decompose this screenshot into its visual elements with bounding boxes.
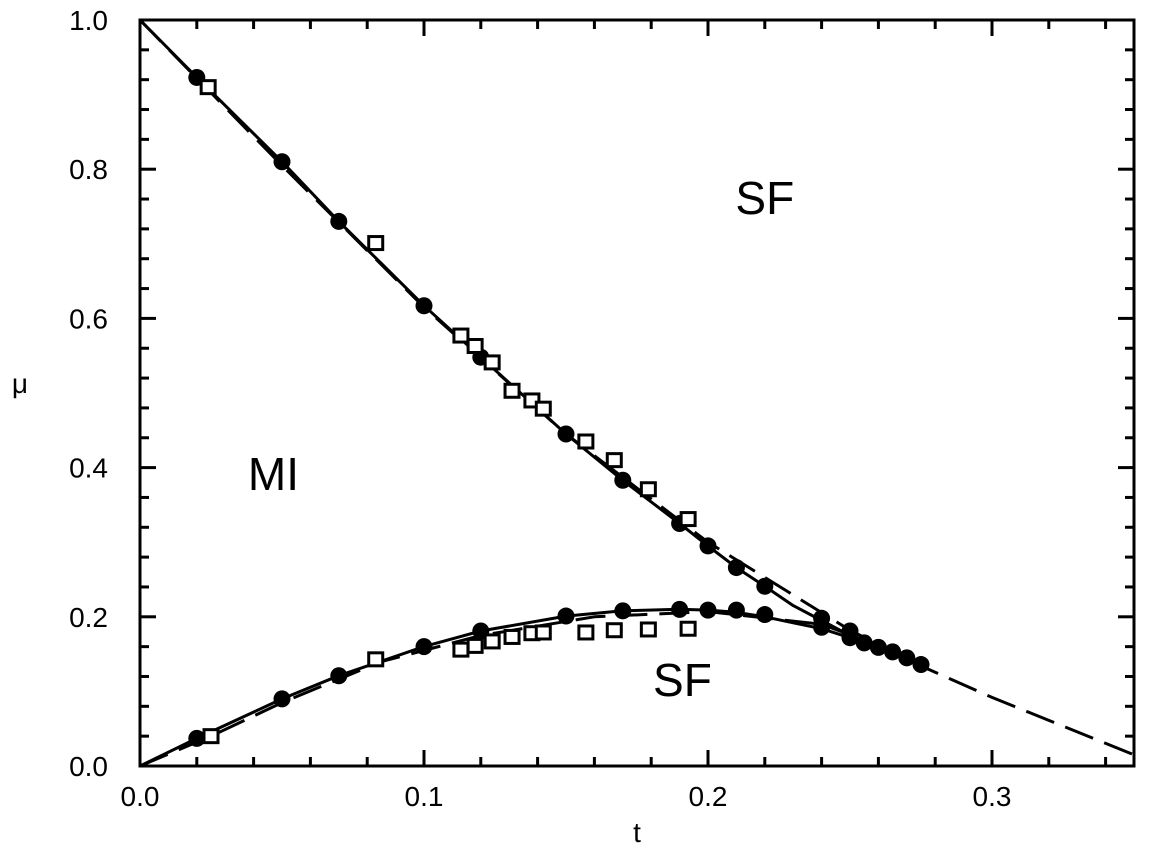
y-axis-title: μ: [12, 368, 28, 399]
open-square-point: [367, 651, 385, 668]
filled-circle-point: [756, 577, 774, 595]
open-square-point: [199, 79, 217, 96]
x-axis-title: t: [633, 817, 641, 848]
filled-circle-point: [188, 729, 206, 747]
open-square-point: [639, 481, 657, 498]
filled-circle-point: [614, 471, 632, 489]
filled-circle-point: [841, 629, 859, 647]
solid-curve-0: [138, 18, 922, 666]
filled-circle-point: [884, 643, 902, 661]
x-tick-label: 0.3: [973, 781, 1012, 812]
filled-circle-point: [557, 607, 575, 625]
region-label-sf: SF: [653, 654, 712, 706]
y-tick-label: 0.0: [69, 751, 108, 782]
filled-circle-point: [415, 638, 433, 656]
open-square-point: [452, 327, 470, 344]
open-square-point: [452, 641, 470, 658]
filled-circle-point: [912, 656, 930, 674]
filled-circle-point: [330, 667, 348, 685]
plot-frame: [138, 18, 1136, 768]
y-tick-label: 0.6: [69, 303, 108, 334]
filled-circle-point: [699, 601, 717, 619]
filled-circle-point: [756, 606, 774, 624]
filled-circle-point: [273, 690, 291, 708]
y-tick-label: 0.4: [69, 453, 108, 484]
open-square-point: [679, 620, 697, 637]
x-tick-label: 0.2: [689, 781, 728, 812]
filled-circle-point: [727, 559, 745, 577]
open-square-point: [483, 633, 501, 650]
open-square-point: [639, 621, 657, 638]
y-tick-label: 0.8: [69, 154, 108, 185]
y-tick-label: 0.2: [69, 602, 108, 633]
filled-circle-point: [614, 602, 632, 620]
open-square-point: [679, 511, 697, 528]
open-square-point: [534, 624, 552, 641]
region-label-mi: MI: [248, 448, 299, 500]
open-square-point: [605, 622, 623, 639]
filled-circle-point: [727, 601, 745, 619]
open-square-point: [577, 433, 595, 450]
filled-circle-point: [557, 425, 575, 443]
open-square-point: [367, 235, 385, 252]
y-tick-label: 1.0: [69, 5, 108, 36]
x-tick-label: 0.1: [405, 781, 444, 812]
open-square-point: [466, 338, 484, 355]
annotations-layer: SF MI SF: [248, 172, 794, 706]
filled-circle-point: [813, 618, 831, 636]
open-square-point: [202, 728, 220, 745]
filled-circle-point: [671, 600, 689, 618]
filled-circle-point: [415, 297, 433, 315]
curves-layer: [138, 18, 1135, 768]
open-square-point: [503, 382, 521, 399]
filled-circle-point: [869, 638, 887, 656]
region-label-sf: SF: [735, 172, 794, 224]
open-square-point: [466, 637, 484, 654]
ticks-layer: [138, 18, 1134, 768]
open-square-point: [503, 628, 521, 645]
filled-circle-point: [898, 649, 916, 667]
open-square-point: [534, 400, 552, 417]
x-tick-label: 0.0: [121, 781, 160, 812]
plot-frame-group: [138, 18, 1136, 768]
filled-circle-point: [273, 153, 291, 171]
open-square-point: [483, 354, 501, 371]
open-square-point: [577, 624, 595, 641]
markers-layer: [188, 68, 930, 747]
filled-circle-point: [330, 212, 348, 230]
tick-labels-layer: 0.0 0.1 0.2 0.3 0.0 0.2 0.4 0.6 0.8 1.0: [69, 5, 1011, 812]
filled-circle-point: [699, 537, 717, 555]
dashed-curve-2: [138, 18, 1135, 757]
filled-circle-point: [855, 634, 873, 652]
open-square-point: [605, 452, 623, 469]
